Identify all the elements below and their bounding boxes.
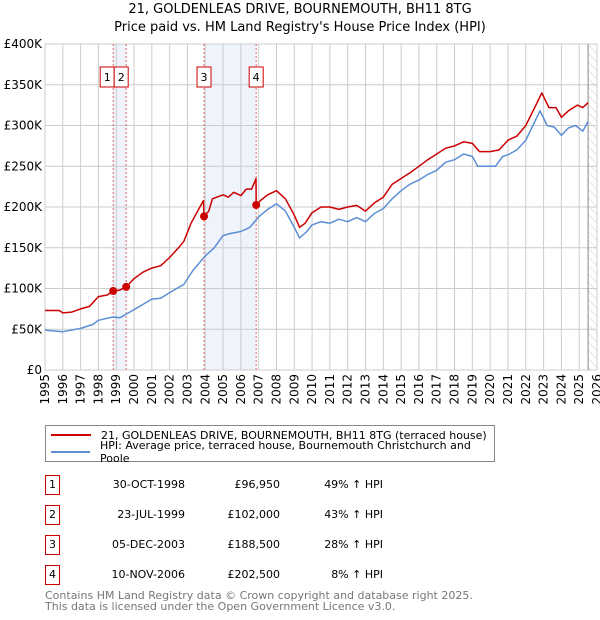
x-tick-label: 2016 bbox=[412, 374, 426, 405]
transaction-date: 10-NOV-2006 bbox=[111, 568, 185, 581]
transaction-hpi: 49% ↑ HPI bbox=[324, 478, 383, 491]
y-tick-label: £200K bbox=[4, 200, 44, 214]
legend-item-property: 21, GOLDENLEAS DRIVE, BOURNEMOUTH, BH11 … bbox=[51, 427, 487, 443]
x-tick-label: 2005 bbox=[216, 374, 230, 405]
transaction-hpi: 43% ↑ HPI bbox=[324, 508, 383, 521]
legend-label-hpi: HPI: Average price, terraced house, Bour… bbox=[100, 439, 471, 465]
sale-label-box bbox=[248, 66, 264, 88]
transaction-hpi: 28% ↑ HPI bbox=[324, 538, 383, 551]
transaction-date: 23-JUL-1999 bbox=[117, 508, 185, 521]
x-tick-label: 2000 bbox=[127, 374, 141, 405]
x-tick-label: 2009 bbox=[287, 374, 301, 405]
legend-item-hpi: HPI: Average price, terraced house, Bour… bbox=[51, 439, 494, 465]
transaction-price: £188,500 bbox=[227, 538, 281, 551]
x-tick-label: 2020 bbox=[483, 374, 497, 405]
x-tick-label: 2018 bbox=[448, 374, 462, 405]
x-tick-label: 2021 bbox=[501, 374, 515, 405]
x-tick-label: 2019 bbox=[465, 374, 479, 405]
x-tick-label: 1995 bbox=[38, 374, 52, 405]
y-tick-label: £50K bbox=[11, 322, 43, 336]
table-row: 4 10-NOV-2006 £202,500 8% ↑ HPI bbox=[45, 565, 565, 587]
y-tick-label: £150K bbox=[4, 241, 44, 255]
transaction-hpi: 8% ↑ HPI bbox=[331, 568, 383, 581]
transaction-price: £102,000 bbox=[227, 508, 281, 521]
transaction-number: 1 bbox=[45, 475, 60, 495]
x-tick-label: 1996 bbox=[56, 374, 70, 405]
legend-swatch-property bbox=[51, 434, 91, 436]
sale-label: 3 bbox=[201, 71, 208, 84]
x-tick-label: 2008 bbox=[269, 374, 283, 405]
table-row: 3 05-DEC-2003 £188,500 28% ↑ HPI bbox=[45, 535, 565, 557]
hpi-line bbox=[44, 110, 589, 333]
x-tick-label: 2012 bbox=[341, 374, 355, 405]
transaction-number: 4 bbox=[45, 565, 60, 585]
transaction-number: 3 bbox=[45, 535, 60, 555]
table-row: 2 23-JUL-1999 £102,000 43% ↑ HPI bbox=[45, 505, 565, 527]
x-tick-label: 2013 bbox=[359, 374, 373, 405]
price-chart: 1995 1996 1997 1998 1999 2000 2001 2002 2003 2004… bbox=[4, 37, 600, 405]
x-tick-label: 2011 bbox=[323, 374, 337, 405]
table-row: 1 30-OCT-1998 £96,950 49% ↑ HPI bbox=[45, 475, 565, 497]
y-tick-label: £300K bbox=[4, 119, 44, 133]
x-tick-label: 2001 bbox=[145, 374, 159, 405]
chart-subtitle: Price paid vs. HM Land Registry's House … bbox=[114, 20, 486, 35]
sale-label: 2 bbox=[118, 71, 125, 84]
y-tick-label: £400K bbox=[4, 37, 44, 51]
x-tick-label: 2026 bbox=[590, 374, 600, 405]
x-tick-label: 2003 bbox=[180, 374, 194, 405]
x-tick-label: 1998 bbox=[91, 374, 105, 405]
x-tick-label: 2010 bbox=[305, 374, 319, 405]
transaction-date: 30-OCT-1998 bbox=[112, 478, 185, 491]
footer-licence: This data is licensed under the Open Gov… bbox=[45, 600, 396, 613]
x-tick-label: 1997 bbox=[74, 374, 88, 405]
sale-marker bbox=[109, 286, 118, 295]
legend: 21, GOLDENLEAS DRIVE, BOURNEMOUTH, BH11 … bbox=[45, 425, 495, 465]
legend-label-property: 21, GOLDENLEAS DRIVE, BOURNEMOUTH, BH11 … bbox=[101, 428, 487, 442]
transaction-number: 2 bbox=[45, 505, 60, 525]
footer-copyright: Contains HM Land Registry data © Crown c… bbox=[45, 589, 473, 602]
x-tick-label: 2022 bbox=[519, 374, 533, 405]
y-tick-label: £0 bbox=[27, 363, 42, 377]
x-tick-label: 2007 bbox=[252, 374, 266, 405]
property-price-line bbox=[45, 92, 589, 314]
sale-label: 4 bbox=[253, 71, 260, 84]
x-tick-label: 2024 bbox=[554, 374, 568, 405]
sale-label-box bbox=[196, 66, 212, 88]
transaction-price: £202,500 bbox=[227, 568, 281, 581]
x-tick-label: 2023 bbox=[537, 374, 551, 405]
transaction-date: 05-DEC-2003 bbox=[111, 538, 185, 551]
x-tick-label: 2014 bbox=[376, 374, 390, 405]
transaction-price: £96,950 bbox=[234, 478, 281, 491]
sale-marker bbox=[252, 200, 261, 209]
x-tick-label: 2004 bbox=[198, 374, 212, 405]
x-tick-label: 2006 bbox=[234, 374, 248, 405]
sale-marker bbox=[122, 282, 131, 291]
x-tick-label: 1999 bbox=[109, 374, 123, 405]
sale-marker bbox=[200, 212, 209, 221]
x-tick-label: 2002 bbox=[163, 374, 177, 405]
y-tick-label: £100K bbox=[4, 282, 44, 296]
chart-title: 21, GOLDENLEAS DRIVE, BOURNEMOUTH, BH11 … bbox=[128, 2, 472, 17]
x-tick-label: 2025 bbox=[572, 374, 586, 405]
x-tick-label: 2015 bbox=[394, 374, 408, 405]
y-tick-label: £350K bbox=[4, 78, 44, 92]
sale-label-box bbox=[113, 66, 129, 88]
y-tick-label: £250K bbox=[4, 159, 44, 173]
sale-label: 1 bbox=[104, 71, 111, 84]
legend-swatch-hpi bbox=[51, 451, 91, 453]
x-tick-label: 2017 bbox=[430, 374, 444, 405]
